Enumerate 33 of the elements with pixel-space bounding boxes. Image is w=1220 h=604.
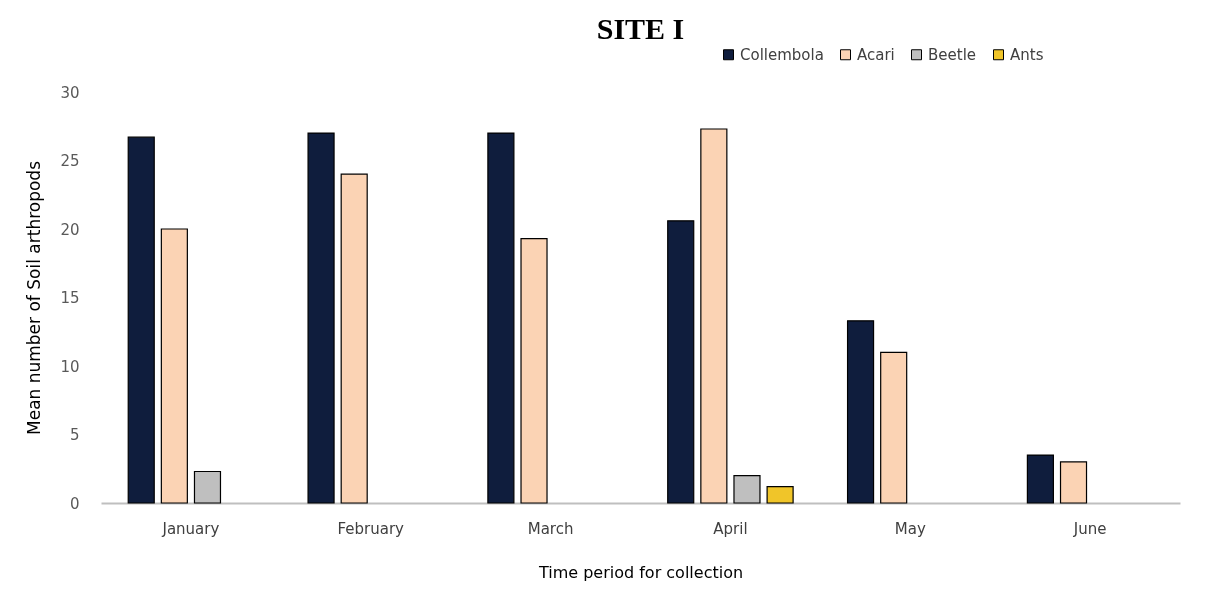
x-tick-label: January [161,519,220,538]
y-tick-label: 5 [69,426,80,444]
legend-label: Collembola [740,45,824,64]
y-axis-title: Mean number of Soil arthropods [24,160,45,436]
bar [487,132,515,504]
bar [880,351,908,504]
x-tick-label: June [1072,519,1107,538]
y-tick-label: 25 [60,152,80,170]
bar [160,228,188,504]
x-tick-label: February [337,519,405,538]
bar [846,320,875,504]
chart-title: SITE I [596,12,685,45]
x-tick-label: April [713,519,748,538]
bar [307,132,335,504]
bar [1026,454,1054,504]
x-tick-label: May [894,519,926,538]
y-tick-label: 20 [60,220,80,239]
y-tick-label: 10 [60,357,80,376]
bar [667,220,695,504]
legend-label: Ants [1010,45,1044,64]
bar [520,237,548,504]
bar [340,173,368,504]
y-tick-label: 15 [60,289,80,307]
legend-label: Acari [857,45,895,64]
bar [127,136,155,504]
x-tick-label: March [527,519,574,538]
y-tick-label: 0 [69,494,80,513]
bar [700,128,728,504]
bar [1059,461,1088,504]
x-axis-title: Time period for collection [537,562,744,582]
legend-label: Beetle [928,45,977,64]
bar [766,485,794,504]
y-tick-label: 30 [60,83,80,102]
